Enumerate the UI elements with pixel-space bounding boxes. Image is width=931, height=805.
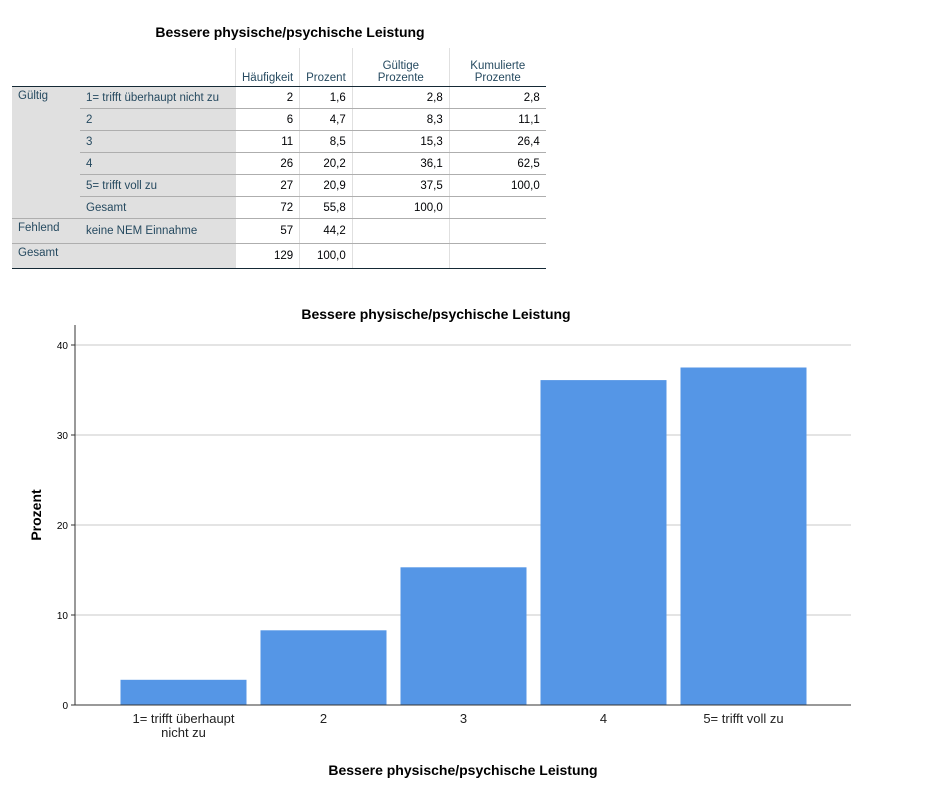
row-label: 3 xyxy=(80,130,236,153)
cell-value: 2,8 xyxy=(448,86,546,109)
table-title: Bessere physische/psychische Leistung xyxy=(155,24,425,40)
y-axis-label: Prozent xyxy=(28,489,44,541)
bar xyxy=(120,679,247,705)
cell-value: 11 xyxy=(234,130,300,153)
cell-value: 100,0 xyxy=(351,196,450,219)
cell-value: 4,7 xyxy=(299,108,353,131)
table-row: 2 6 4,7 8,3 11,1 xyxy=(12,108,546,131)
cell-value: 129 xyxy=(234,243,300,269)
col-header: Gültige Prozente xyxy=(351,48,450,87)
cell-value: 15,3 xyxy=(351,130,450,153)
y-tick-label: 0 xyxy=(62,701,68,712)
table-row: Gültig 1= trifft überhaupt nicht zu 2 1,6 2,… xyxy=(12,86,546,219)
table-row: Gesamt 72 55,8 100,0 xyxy=(12,196,546,219)
x-tick-label: 4 xyxy=(600,711,607,726)
col-header: Häufigkeit xyxy=(234,48,300,87)
cell-value: 44,2 xyxy=(299,218,353,244)
bar xyxy=(400,567,527,705)
row-group-label: Gültig xyxy=(12,86,80,219)
x-tick-label: 3 xyxy=(460,711,467,726)
cell-value xyxy=(351,243,450,269)
cell-value: 62,5 xyxy=(448,152,546,175)
col-header: Kumulierte Prozente xyxy=(448,48,546,87)
bar xyxy=(260,630,387,705)
bar xyxy=(680,367,807,705)
corner-cell xyxy=(12,48,236,87)
table-row: 3 11 8,5 15,3 26,4 xyxy=(12,130,546,153)
x-axis-label: Bessere physische/psychische Leistung xyxy=(328,762,597,778)
cell-value xyxy=(351,218,450,244)
table-row: 4 26 20,2 36,1 62,5 xyxy=(12,152,546,175)
bar xyxy=(540,380,667,705)
cell-value: 36,1 xyxy=(351,152,450,175)
x-tick-label: 1= trifft überhaupt xyxy=(132,711,234,726)
row-label: 1= trifft überhaupt nicht zu xyxy=(80,86,236,109)
x-tick-label: 2 xyxy=(320,711,327,726)
cell-value xyxy=(448,243,546,269)
cell-value: 8,3 xyxy=(351,108,450,131)
frequency-table: Häufigkeit Prozent Gültige Prozente Kumul… xyxy=(12,48,546,269)
y-tick-label: 30 xyxy=(57,431,69,442)
cell-value: 100,0 xyxy=(448,174,546,197)
y-tick-label: 20 xyxy=(57,521,69,532)
cell-value: 6 xyxy=(234,108,300,131)
x-tick-label: nicht zu xyxy=(161,725,206,740)
row-label: Gesamt xyxy=(80,196,236,219)
row-group-label: Fehlend xyxy=(12,218,80,244)
cell-value: 72 xyxy=(234,196,300,219)
cell-value: 37,5 xyxy=(351,174,450,197)
cell-value xyxy=(448,218,546,244)
row-label: 4 xyxy=(80,152,236,175)
row-label: keine NEM Einnahme xyxy=(80,218,236,244)
chart-title: Bessere physische/psychische Leistung xyxy=(301,306,570,322)
cell-value: 26 xyxy=(234,152,300,175)
row-label: 5= trifft voll zu xyxy=(80,174,236,197)
cell-value: 57 xyxy=(234,218,300,244)
table-row: 5= trifft voll zu 27 20,9 37,5 100,0 xyxy=(12,174,546,197)
cell-value: 27 xyxy=(234,174,300,197)
row-group-label: Gesamt xyxy=(12,243,236,269)
cell-value: 2 xyxy=(234,86,300,109)
y-tick-label: 10 xyxy=(57,611,69,622)
bar-chart: Bessere physische/psychische Leistung 0 10… xyxy=(28,306,851,778)
cell-value: 2,8 xyxy=(351,86,450,109)
cell-value: 20,2 xyxy=(299,152,353,175)
row-label: 2 xyxy=(80,108,236,131)
x-tick-label: 5= trifft voll zu xyxy=(703,711,783,726)
cell-value: 55,8 xyxy=(299,196,353,219)
cell-value: 100,0 xyxy=(299,243,353,269)
cell-value: 11,1 xyxy=(448,108,546,131)
col-header: Prozent xyxy=(299,48,353,87)
cell-value xyxy=(448,196,546,219)
cell-value: 20,9 xyxy=(299,174,353,197)
cell-value: 1,6 xyxy=(299,86,353,109)
table-row: Gesamt 129 100,0 xyxy=(12,243,546,269)
cell-value: 8,5 xyxy=(299,130,353,153)
cell-value: 26,4 xyxy=(448,130,546,153)
y-tick-label: 40 xyxy=(57,341,69,352)
table-row: Fehlend keine NEM Einnahme 57 44,2 xyxy=(12,218,546,244)
